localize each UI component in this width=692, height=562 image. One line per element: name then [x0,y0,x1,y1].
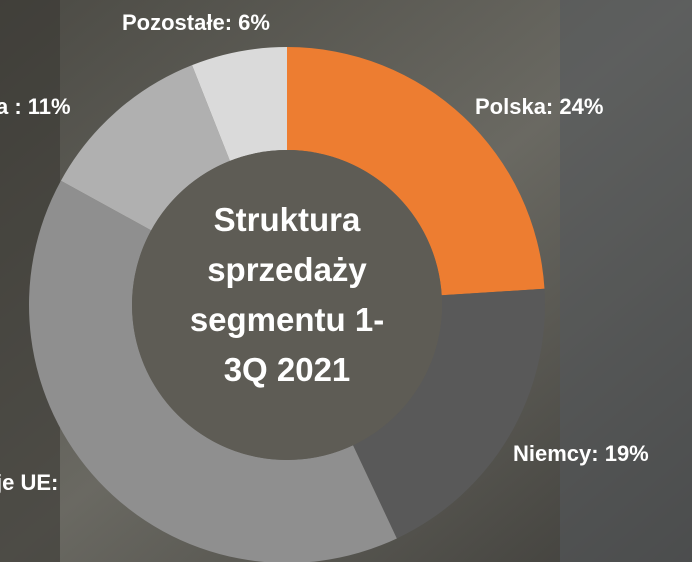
donut-segment [287,47,545,296]
data-label: Pozostałe: 6% [122,10,270,35]
data-label: Polska: 24% [475,94,603,119]
background-structure [560,0,692,562]
data-label: je UE: [0,470,58,495]
donut-hole [132,150,442,460]
data-label: Niemcy: 19% [513,441,649,466]
donut-segment [29,180,397,562]
donut-segment [60,65,230,231]
data-label: a : 11% [0,94,71,119]
chart-title: Struktura sprzedaży segmentu 1-3Q 2021 [189,201,385,388]
donut-segment [352,288,545,539]
donut-segment [192,47,287,161]
